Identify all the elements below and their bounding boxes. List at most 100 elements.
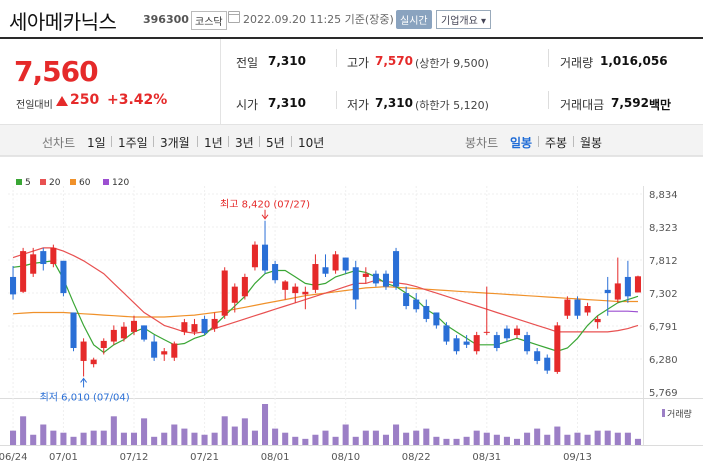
legend-label: 120 xyxy=(112,178,130,188)
period-3m[interactable]: 3개월 xyxy=(160,136,190,150)
company-overview-button[interactable]: 기업개요 ▾ xyxy=(436,10,491,29)
period-5y[interactable]: 5년 xyxy=(266,136,285,150)
period-divider xyxy=(291,136,292,147)
candle-body xyxy=(171,343,178,358)
legend-ma5: 5 xyxy=(16,178,31,188)
candle-body xyxy=(20,251,27,292)
candle-body xyxy=(342,257,349,271)
candle-body xyxy=(141,325,148,340)
current-price: 7,560 xyxy=(14,55,99,88)
stock-name: 세아메카닉스 xyxy=(9,10,117,34)
quote-datetime: 2022.09.20 11:25 기준(장중) xyxy=(243,13,394,26)
period-divider xyxy=(538,136,539,147)
change-value: 250 xyxy=(70,92,100,108)
candle-body xyxy=(251,244,258,268)
period-1d[interactable]: 1일 xyxy=(87,136,106,150)
candle-body xyxy=(624,276,631,297)
period-3y[interactable]: 3년 xyxy=(235,136,254,150)
volume-bar xyxy=(171,424,178,445)
open-label: 시가 xyxy=(236,98,259,112)
candle-chart-label: 봉차트 xyxy=(465,136,499,150)
volume-bar xyxy=(302,438,309,445)
column-divider xyxy=(548,91,549,109)
ma120-line xyxy=(607,310,639,313)
legend-swatch xyxy=(40,179,46,185)
period-1y[interactable]: 1년 xyxy=(204,136,223,150)
period-1w[interactable]: 1주일 xyxy=(118,136,148,150)
upper-limit: (상한가 9,500) xyxy=(415,57,489,70)
stock-code: 396300 xyxy=(143,13,189,26)
volume-bar xyxy=(60,432,67,445)
stock-header: 세아메카닉스 396300 코스닥 2022.09.20 11:25 기준(장중… xyxy=(0,0,703,39)
period-divider xyxy=(228,136,229,147)
calendar-icon xyxy=(228,11,240,23)
candle-body xyxy=(463,341,470,345)
volume-bar xyxy=(201,434,208,445)
volume-bar xyxy=(634,438,641,445)
candle-body xyxy=(282,281,289,290)
volume-bar xyxy=(70,436,77,445)
period-weekly[interactable]: 주봉 xyxy=(545,136,568,150)
y-tick-label: 7,812 xyxy=(649,256,678,267)
candle-body xyxy=(302,291,309,295)
y-tick-label: 6,791 xyxy=(649,322,678,333)
candle-body xyxy=(120,326,127,339)
y-tick-label: 6,280 xyxy=(649,355,678,366)
volume-bar xyxy=(161,432,168,445)
candle-body xyxy=(110,329,117,342)
x-tick-label: 07/12 xyxy=(120,452,149,463)
amount-label: 거래대금 xyxy=(560,98,605,112)
legend-swatch xyxy=(16,179,22,185)
volume-bar xyxy=(372,430,379,445)
volume-bar xyxy=(574,432,581,445)
volume-bar xyxy=(564,434,571,445)
realtime-button[interactable]: 실시간 xyxy=(396,10,432,29)
volume-bar xyxy=(393,424,400,445)
candle-body xyxy=(90,359,97,365)
volume-bar xyxy=(251,430,258,445)
prev-close-value: 7,310 xyxy=(268,54,306,68)
lower-limit: (하한가 5,120) xyxy=(415,99,489,112)
low-marker-head xyxy=(80,377,87,383)
period-monthly[interactable]: 월봉 xyxy=(580,136,603,150)
column-divider xyxy=(548,49,549,67)
candle-body xyxy=(524,335,531,352)
volume-label: 거래량 xyxy=(560,56,594,70)
quote-panel: 7,560 전일대비 250 +3.42% 전일 7,310 고가 7,570 … xyxy=(0,39,703,124)
amount-value: 7,592 xyxy=(611,96,649,110)
volume-bar xyxy=(30,434,37,445)
x-tick-label: 08/10 xyxy=(331,452,360,463)
ma20-line xyxy=(12,247,639,334)
candle-body xyxy=(30,254,37,274)
volume-bar xyxy=(473,430,480,445)
volume-bar xyxy=(282,432,289,445)
volume-bar xyxy=(362,430,369,445)
volume-bar xyxy=(100,430,107,445)
y-tick-label: 7,302 xyxy=(649,289,678,300)
volume-bar xyxy=(503,436,510,445)
volume-bar xyxy=(151,436,158,445)
candle-body xyxy=(483,331,490,333)
candle-body xyxy=(443,325,450,342)
candle-body xyxy=(40,251,47,265)
volume-bar xyxy=(110,416,117,445)
y-tick-label: 8,834 xyxy=(649,190,678,201)
candle-body xyxy=(453,338,460,352)
candle-body xyxy=(151,341,158,358)
candle-body xyxy=(584,306,591,313)
volume-legend-label: 거래량 xyxy=(667,408,692,420)
period-daily[interactable]: 일봉 xyxy=(510,136,533,150)
column-divider xyxy=(336,91,337,109)
y-tick-label: 5,769 xyxy=(649,388,678,399)
candle-body xyxy=(262,244,269,271)
candle-body xyxy=(181,322,188,332)
volume-bar xyxy=(141,418,148,445)
volume-bar xyxy=(191,432,198,445)
volume-bar xyxy=(211,432,218,445)
volume-bar xyxy=(483,432,490,445)
x-tick-label: 08/22 xyxy=(402,452,431,463)
candle-body xyxy=(201,318,208,334)
volume-bar xyxy=(604,430,611,445)
period-10y[interactable]: 10년 xyxy=(298,136,325,150)
change-label: 전일대비 xyxy=(16,100,53,111)
